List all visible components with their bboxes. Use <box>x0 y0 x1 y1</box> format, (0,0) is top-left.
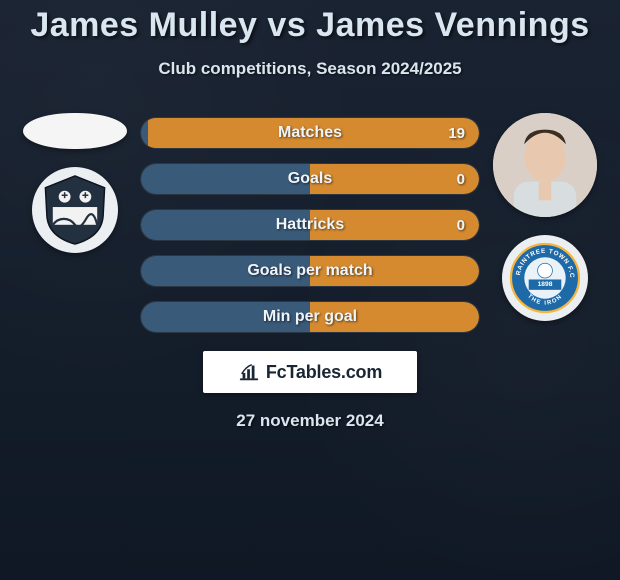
right-player-column: 1898 BRAINTREE TOWN F.C. THE IRON <box>490 113 600 321</box>
date-caption: 27 november 2024 <box>236 411 383 431</box>
page-title: James Mulley vs James Vennings <box>30 6 589 45</box>
stat-bar: Min per goal <box>140 301 480 333</box>
svg-text:1898: 1898 <box>538 281 553 288</box>
right-club-crest: 1898 BRAINTREE TOWN F.C. THE IRON <box>502 235 588 321</box>
stat-bar: Goals0 <box>140 163 480 195</box>
club-badge-icon: 1898 BRAINTREE TOWN F.C. THE IRON <box>508 241 582 315</box>
comparison-card: James Mulley vs James Vennings Club comp… <box>0 0 620 580</box>
left-player-column <box>20 113 130 253</box>
stat-bars: Matches19Goals0Hattricks0Goals per match… <box>140 117 480 333</box>
person-icon <box>493 113 597 217</box>
stat-label: Goals <box>141 164 479 194</box>
bar-chart-icon <box>238 361 260 383</box>
left-club-crest <box>32 167 118 253</box>
stat-label: Min per goal <box>141 302 479 332</box>
stat-value-right: 0 <box>457 164 465 194</box>
comparison-row: Matches19Goals0Hattricks0Goals per match… <box>0 113 620 333</box>
subtitle: Club competitions, Season 2024/2025 <box>158 59 461 79</box>
source-logo-text: FcTables.com <box>266 362 382 383</box>
stat-label: Matches <box>141 118 479 148</box>
shield-icon <box>38 173 112 247</box>
stat-value-right: 19 <box>448 118 465 148</box>
source-logo: FcTables.com <box>203 351 417 393</box>
stat-bar: Matches19 <box>140 117 480 149</box>
stat-bar: Goals per match <box>140 255 480 287</box>
stat-value-right: 0 <box>457 210 465 240</box>
stat-bar: Hattricks0 <box>140 209 480 241</box>
right-player-avatar <box>493 113 597 217</box>
stat-label: Hattricks <box>141 210 479 240</box>
left-player-avatar <box>23 113 127 149</box>
stat-label: Goals per match <box>141 256 479 286</box>
